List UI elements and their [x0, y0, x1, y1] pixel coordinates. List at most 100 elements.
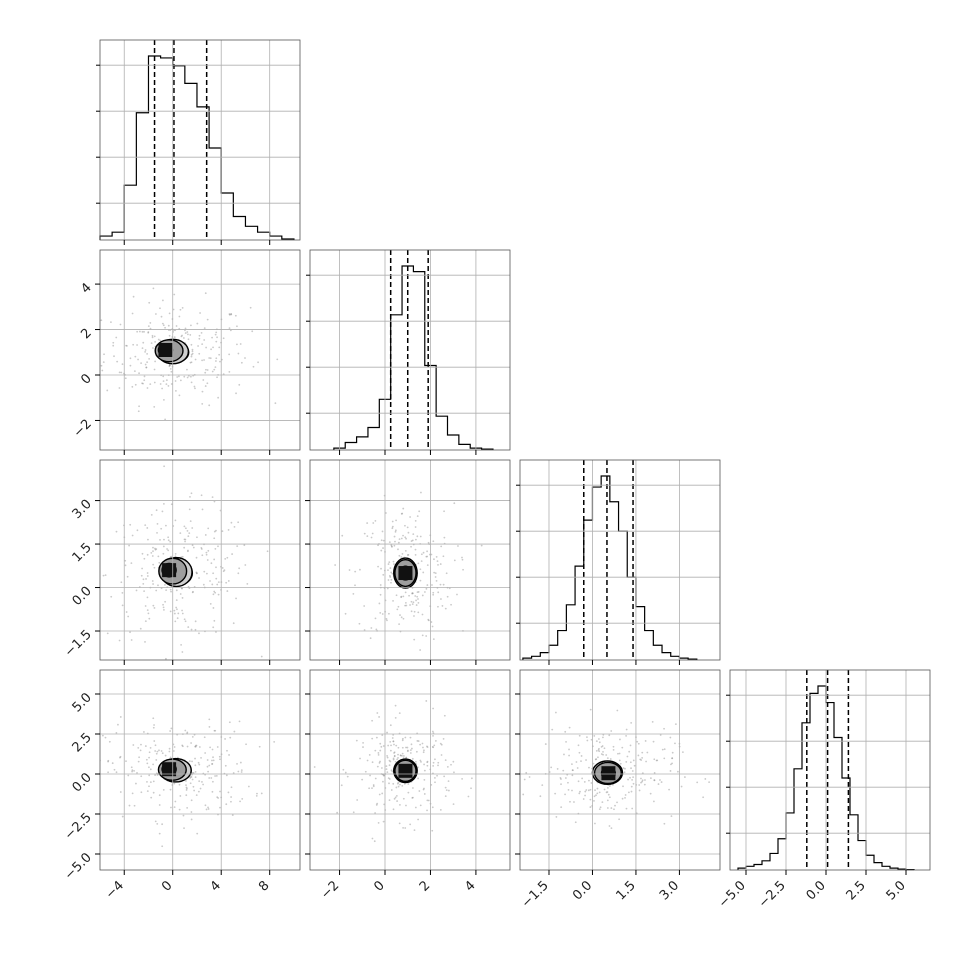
scatter-point — [446, 765, 449, 768]
scatter-point — [198, 352, 201, 355]
scatter-point — [398, 554, 401, 557]
scatter-point — [199, 312, 201, 314]
scatter-point — [209, 602, 212, 605]
scatter-point — [380, 745, 383, 748]
scatter-point — [127, 774, 130, 777]
scatter-point — [186, 745, 189, 748]
scatter-point — [197, 761, 200, 764]
scatter-point — [388, 759, 391, 762]
scatter-point — [426, 760, 429, 763]
scatter-point — [382, 780, 384, 783]
scatter-point — [196, 322, 199, 325]
scatter-point — [377, 822, 380, 824]
scatter-point — [147, 331, 150, 333]
scatter-point — [150, 551, 153, 554]
scatter-point — [148, 774, 151, 777]
scatter-point — [131, 385, 134, 388]
scatter-point — [129, 364, 132, 367]
scatter-point — [229, 736, 232, 739]
scatter-point — [374, 749, 377, 752]
scatter-point — [235, 392, 237, 395]
scatter-point — [204, 804, 207, 807]
scatter-point — [440, 545, 443, 548]
scatter-point — [400, 596, 403, 599]
scatter-point — [184, 538, 187, 541]
scatter-point — [200, 548, 203, 550]
scatter-point — [431, 730, 434, 733]
scatter-point — [624, 796, 626, 799]
scatter-point — [405, 746, 407, 749]
scatter-point — [107, 771, 109, 774]
scatter-point — [121, 604, 124, 607]
scatter-point — [629, 761, 632, 764]
scatter-point — [102, 361, 105, 364]
scatter-point — [190, 776, 193, 778]
scatter-point — [141, 552, 144, 555]
scatter-point — [104, 736, 107, 739]
scatter-point — [236, 325, 238, 328]
scatter-point — [407, 783, 410, 785]
scatter-point — [172, 308, 175, 311]
scatter-point — [389, 749, 392, 752]
scatter-point — [144, 620, 147, 623]
joint-panel-2_1 — [334, 491, 483, 651]
scatter-point — [158, 561, 161, 564]
scatter-point — [480, 544, 483, 547]
scatter-point — [97, 782, 99, 784]
scatter-point — [211, 759, 213, 762]
scatter-point — [178, 375, 180, 378]
scatter-point — [202, 783, 204, 786]
scatter-point — [136, 529, 139, 532]
scatter-point — [162, 503, 165, 505]
scatter-point — [205, 553, 208, 556]
scatter-point — [564, 777, 567, 779]
scatter-point — [170, 806, 172, 809]
scatter-point — [632, 776, 635, 779]
scatter-point — [348, 569, 351, 571]
scatter-point — [260, 655, 263, 658]
scatter-point — [226, 749, 228, 752]
scatter-point — [181, 597, 184, 599]
scatter-point — [255, 794, 258, 797]
scatter-point — [404, 601, 407, 604]
scatter-point — [595, 758, 598, 760]
scatter-point — [614, 804, 616, 807]
scatter-point — [194, 770, 197, 773]
scatter-point — [405, 537, 407, 540]
scatter-point — [377, 565, 379, 568]
scatter-point — [421, 742, 424, 745]
scatter-point — [239, 800, 241, 803]
scatter-point — [125, 611, 128, 613]
scatter-point — [668, 788, 670, 791]
scatter-point — [413, 615, 415, 617]
y-tick-label: −2 — [71, 417, 95, 441]
scatter-point — [182, 337, 185, 339]
scatter-point — [210, 777, 213, 779]
scatter-point — [391, 737, 394, 739]
scatter-point — [213, 558, 216, 561]
scatter-point — [525, 771, 528, 774]
scatter-point — [412, 533, 415, 536]
scatter-point — [169, 540, 172, 543]
scatter-point — [645, 760, 647, 763]
scatter-point — [375, 804, 378, 806]
scatter-point — [209, 580, 211, 582]
density-peak — [398, 763, 413, 778]
scatter-point — [596, 792, 599, 795]
scatter-point — [447, 789, 450, 792]
scatter-point — [414, 526, 417, 528]
scatter-point — [206, 559, 209, 561]
scatter-point — [152, 717, 155, 720]
scatter-point — [273, 740, 276, 743]
scatter-point — [395, 594, 398, 597]
scatter-point — [390, 544, 393, 547]
scatter-point — [170, 727, 173, 730]
scatter-point — [404, 524, 406, 527]
scatter-point — [565, 740, 567, 743]
scatter-point — [596, 787, 599, 790]
scatter-point — [190, 811, 193, 813]
scatter-point — [397, 781, 400, 784]
scatter-point — [434, 777, 436, 779]
scatter-point — [414, 519, 417, 522]
scatter-point — [390, 571, 393, 574]
